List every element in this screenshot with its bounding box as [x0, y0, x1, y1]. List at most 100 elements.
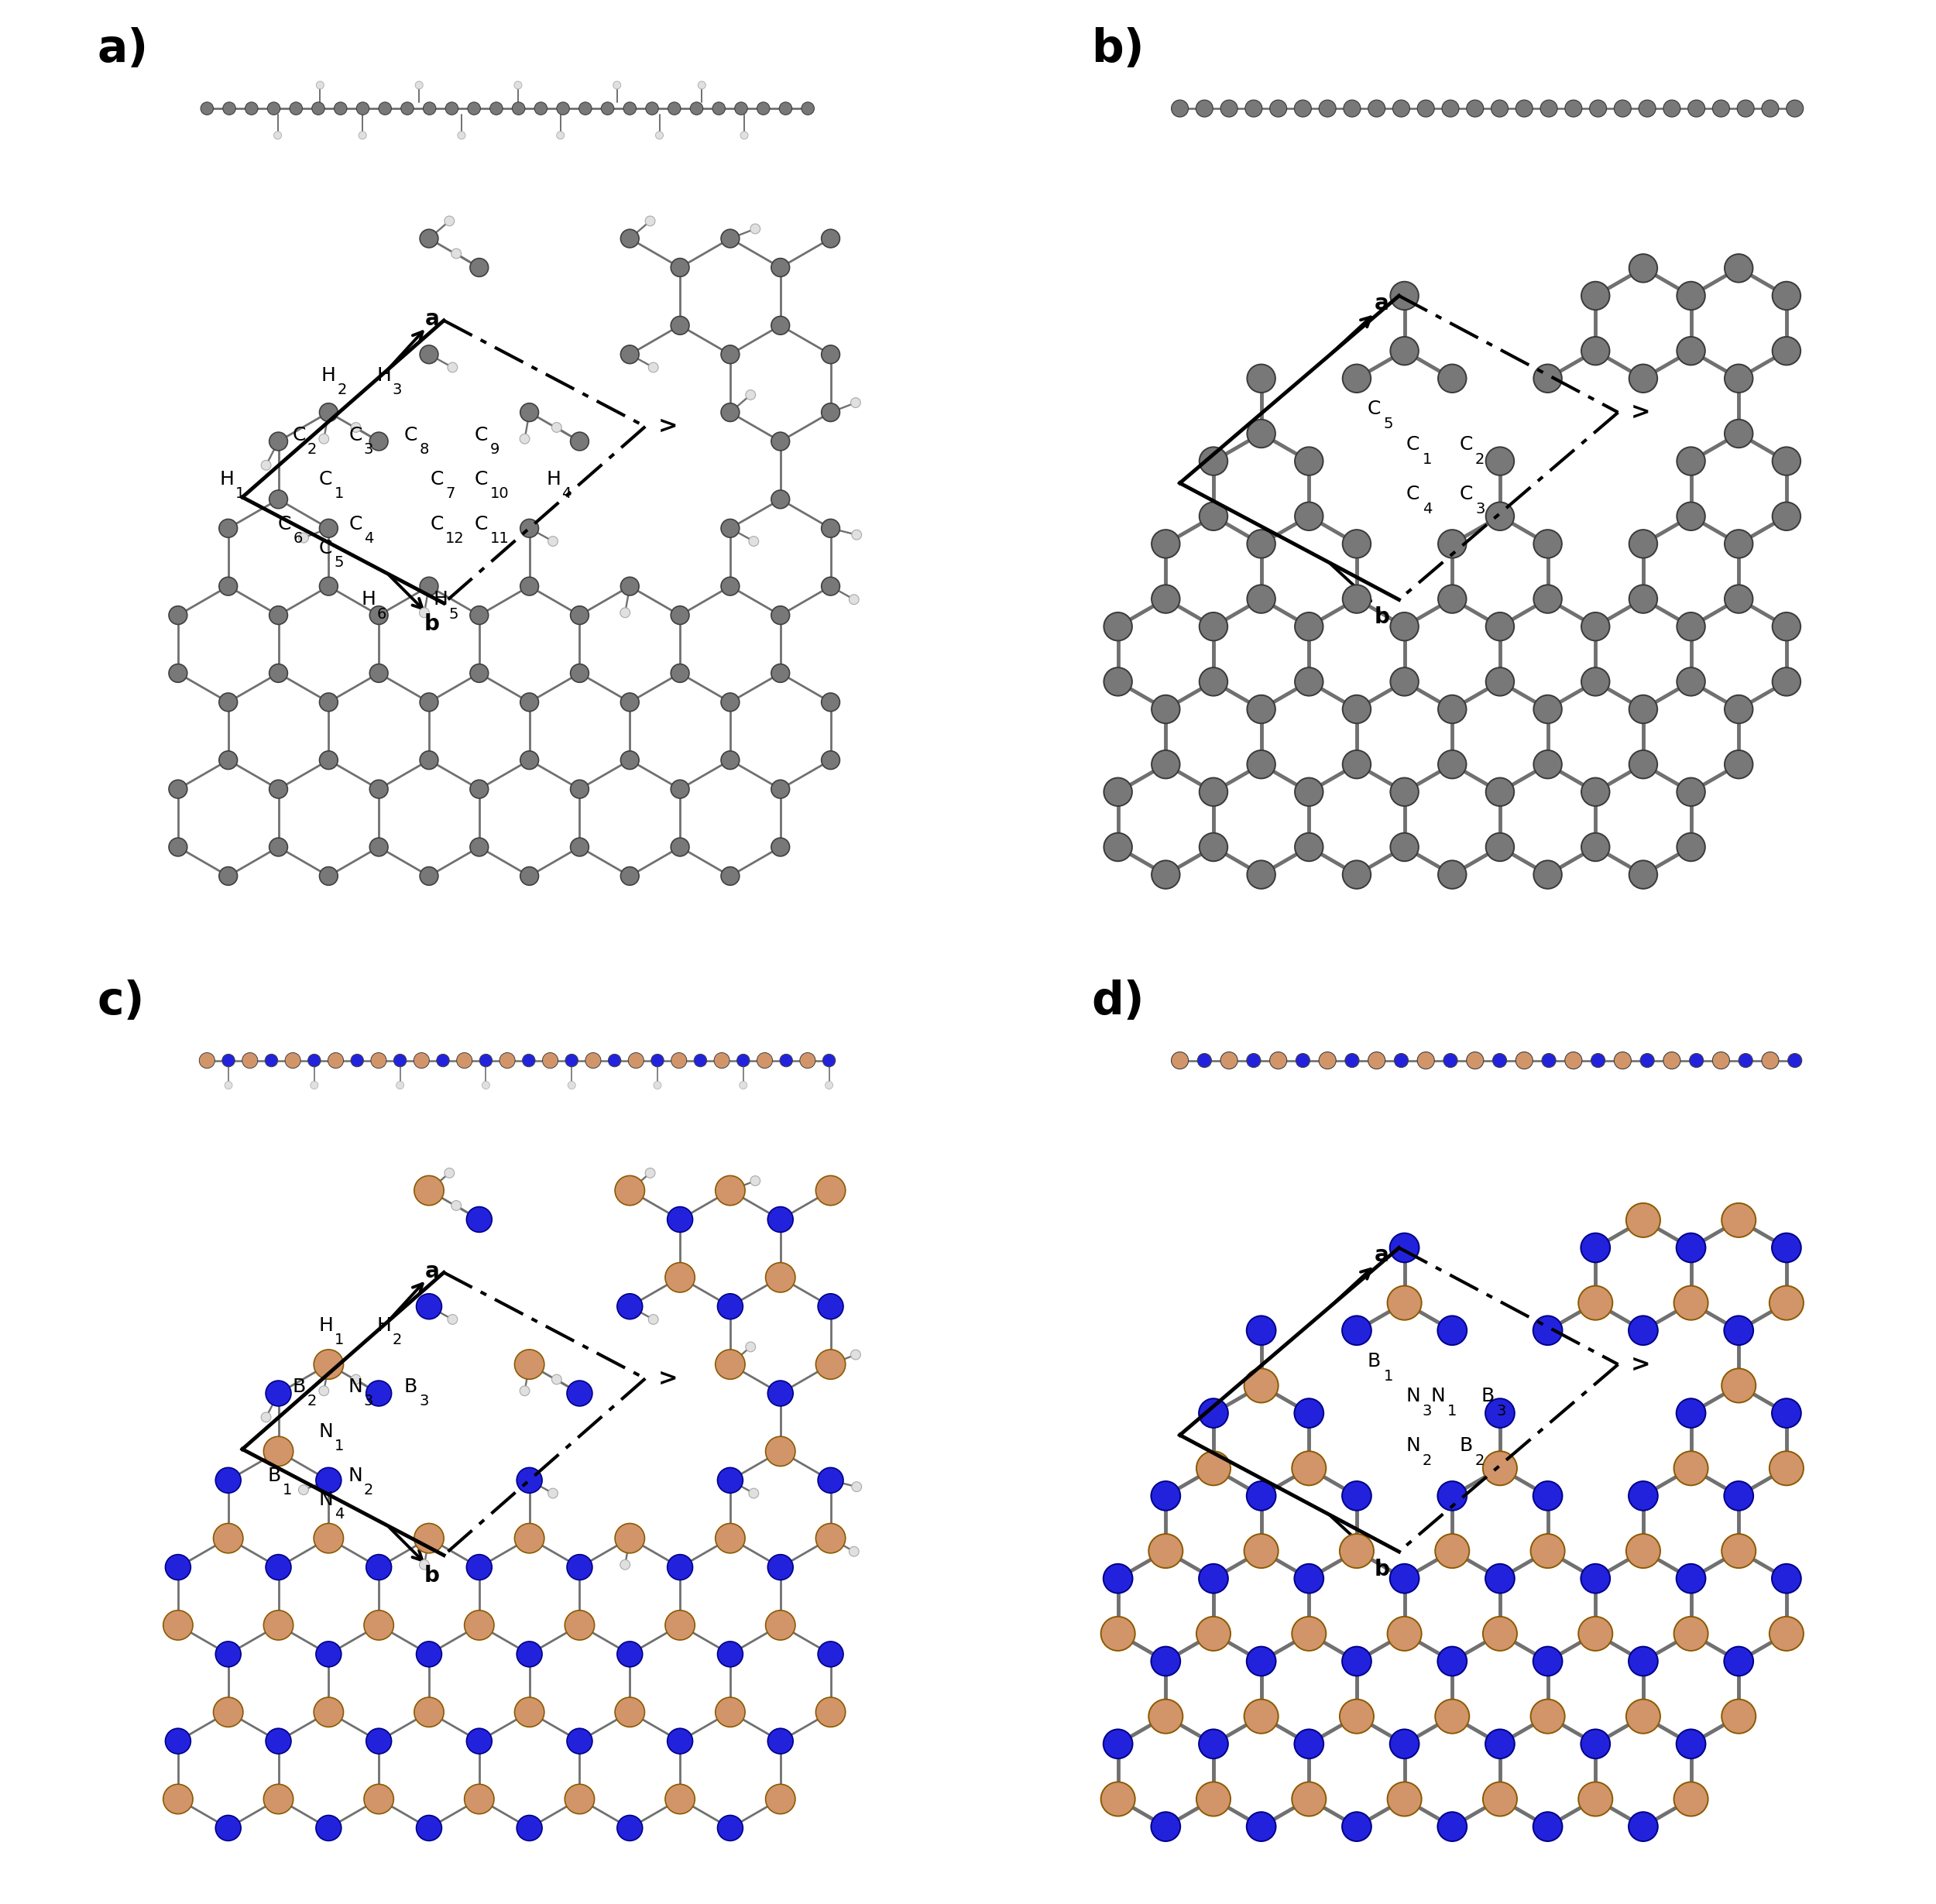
- Circle shape: [1435, 1698, 1469, 1733]
- Circle shape: [740, 131, 747, 139]
- Circle shape: [670, 838, 689, 857]
- Circle shape: [1725, 253, 1752, 282]
- Circle shape: [1533, 861, 1562, 889]
- Circle shape: [1533, 1647, 1562, 1676]
- Text: >: >: [658, 415, 678, 438]
- Circle shape: [165, 1729, 192, 1754]
- Circle shape: [1677, 1234, 1706, 1262]
- Text: N: N: [1406, 1386, 1421, 1405]
- Circle shape: [168, 605, 188, 625]
- Circle shape: [1485, 779, 1514, 805]
- Circle shape: [1438, 695, 1466, 724]
- Circle shape: [821, 577, 840, 596]
- Circle shape: [1318, 101, 1336, 116]
- Circle shape: [645, 215, 654, 227]
- Text: 5: 5: [1384, 417, 1394, 432]
- Circle shape: [1152, 1481, 1181, 1510]
- Circle shape: [1220, 1051, 1237, 1068]
- Circle shape: [720, 345, 740, 364]
- Circle shape: [1291, 1451, 1326, 1485]
- Circle shape: [364, 1611, 393, 1639]
- Text: H: H: [434, 590, 447, 609]
- Circle shape: [1626, 1698, 1661, 1733]
- Circle shape: [720, 404, 740, 421]
- Circle shape: [1582, 1729, 1611, 1759]
- Circle shape: [1533, 1316, 1562, 1344]
- Circle shape: [1533, 1813, 1562, 1841]
- Circle shape: [1771, 337, 1800, 366]
- Circle shape: [1541, 101, 1557, 116]
- Text: 3: 3: [1497, 1403, 1506, 1418]
- Circle shape: [850, 594, 860, 604]
- Circle shape: [1516, 1051, 1533, 1068]
- Circle shape: [269, 838, 288, 857]
- Circle shape: [621, 750, 639, 769]
- Circle shape: [366, 1554, 391, 1580]
- Text: a: a: [1375, 1245, 1390, 1266]
- Circle shape: [1342, 1316, 1371, 1344]
- Circle shape: [366, 1729, 391, 1754]
- Circle shape: [414, 1175, 443, 1205]
- Circle shape: [691, 103, 703, 114]
- Circle shape: [521, 750, 538, 769]
- Circle shape: [1344, 101, 1361, 116]
- Circle shape: [1737, 101, 1754, 116]
- Circle shape: [666, 1262, 695, 1293]
- Circle shape: [451, 1201, 461, 1211]
- Circle shape: [718, 1468, 743, 1493]
- Circle shape: [261, 1413, 271, 1422]
- Circle shape: [802, 103, 815, 114]
- Text: C: C: [292, 426, 306, 444]
- Circle shape: [649, 1314, 658, 1325]
- Circle shape: [716, 1350, 745, 1378]
- Circle shape: [542, 1053, 558, 1068]
- Circle shape: [670, 781, 689, 798]
- Circle shape: [319, 404, 337, 421]
- Circle shape: [246, 103, 257, 114]
- Circle shape: [565, 1784, 594, 1815]
- Text: H: H: [376, 366, 391, 385]
- Circle shape: [1295, 1729, 1324, 1759]
- Circle shape: [1438, 364, 1466, 392]
- Circle shape: [1725, 419, 1752, 447]
- Circle shape: [1198, 832, 1227, 861]
- Circle shape: [1198, 613, 1227, 640]
- Circle shape: [414, 82, 422, 89]
- Circle shape: [1390, 282, 1419, 310]
- Circle shape: [1771, 503, 1800, 531]
- Circle shape: [316, 1815, 341, 1841]
- Circle shape: [567, 1729, 592, 1754]
- Circle shape: [1247, 1053, 1260, 1068]
- Circle shape: [1295, 832, 1322, 861]
- Circle shape: [1342, 1813, 1371, 1841]
- Circle shape: [1721, 1698, 1756, 1733]
- Circle shape: [319, 434, 329, 444]
- Text: c): c): [97, 979, 145, 1022]
- Text: >: >: [1630, 1354, 1651, 1375]
- Circle shape: [517, 1815, 542, 1841]
- Circle shape: [467, 1729, 492, 1754]
- Circle shape: [269, 781, 288, 798]
- Circle shape: [647, 103, 658, 114]
- Circle shape: [168, 664, 188, 682]
- Circle shape: [465, 1611, 494, 1639]
- Circle shape: [219, 520, 238, 537]
- Circle shape: [1466, 1051, 1483, 1068]
- Circle shape: [534, 103, 548, 114]
- Circle shape: [1771, 447, 1800, 476]
- Circle shape: [1675, 1285, 1708, 1319]
- Circle shape: [1787, 1053, 1802, 1068]
- Circle shape: [1295, 1563, 1324, 1594]
- Circle shape: [1390, 1563, 1419, 1594]
- Circle shape: [771, 838, 790, 857]
- Circle shape: [738, 1055, 749, 1066]
- Circle shape: [393, 1055, 407, 1066]
- Circle shape: [1771, 668, 1800, 695]
- Circle shape: [1578, 1285, 1613, 1319]
- Circle shape: [1340, 1698, 1375, 1733]
- Circle shape: [201, 103, 213, 114]
- Circle shape: [269, 489, 288, 508]
- Text: C: C: [1367, 400, 1380, 419]
- Circle shape: [1198, 503, 1227, 531]
- Text: C: C: [1406, 434, 1419, 453]
